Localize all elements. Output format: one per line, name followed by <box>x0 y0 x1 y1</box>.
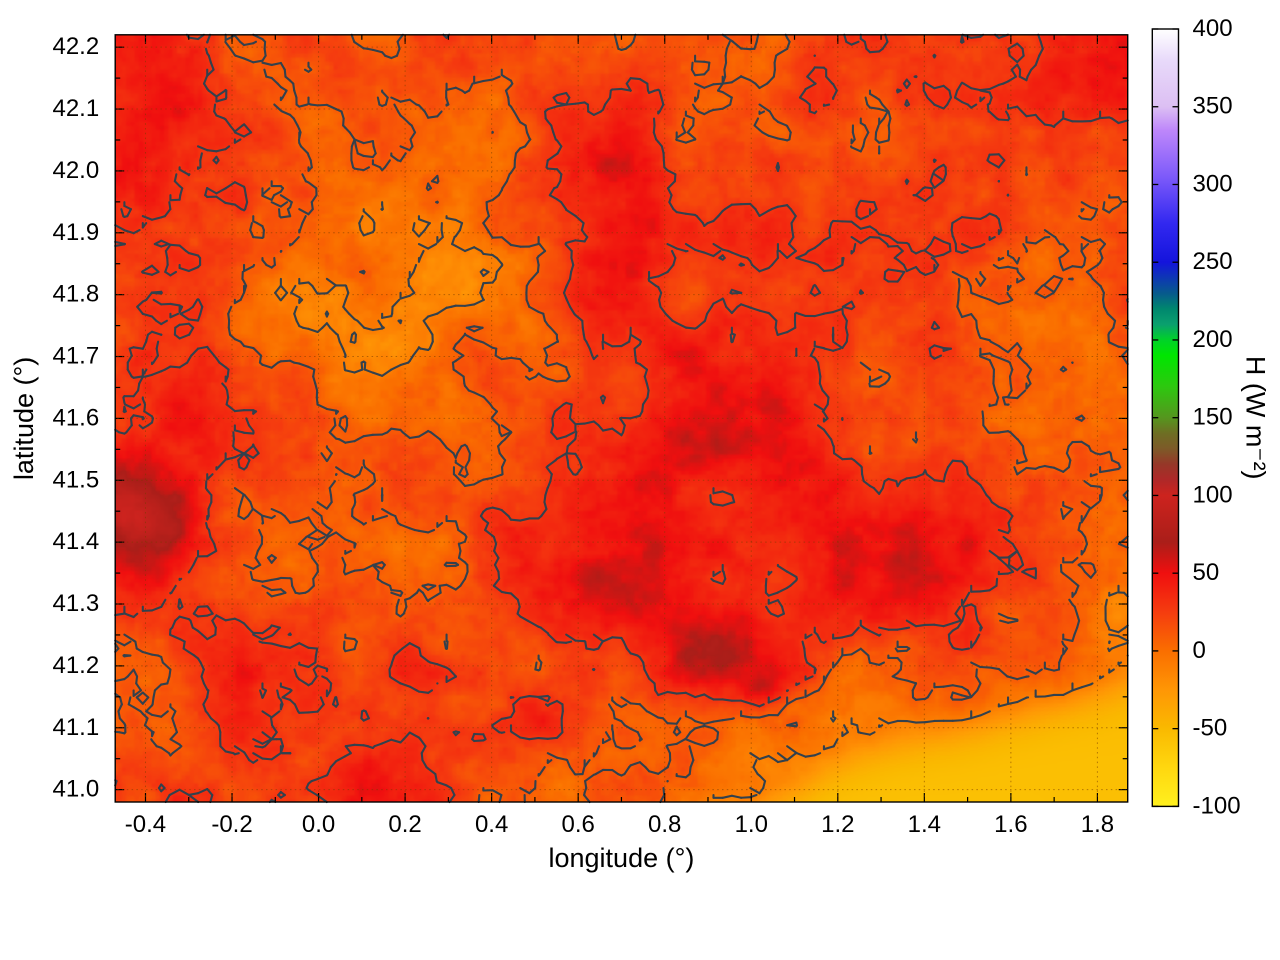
svg-text:41.3: 41.3 <box>52 590 99 617</box>
svg-text:1.0: 1.0 <box>735 811 768 838</box>
svg-text:41.8: 41.8 <box>52 281 99 308</box>
svg-text:41.0: 41.0 <box>52 776 99 803</box>
svg-text:41.1: 41.1 <box>52 714 99 741</box>
svg-text:41.2: 41.2 <box>52 652 99 679</box>
svg-text:41.6: 41.6 <box>52 404 99 431</box>
svg-text:H (W m⁻²): H (W m⁻²) <box>1241 356 1271 480</box>
svg-text:1.2: 1.2 <box>821 811 854 838</box>
svg-text:42.1: 42.1 <box>52 95 99 122</box>
svg-text:-0.4: -0.4 <box>125 811 166 838</box>
svg-text:0.6: 0.6 <box>561 811 594 838</box>
svg-text:-50: -50 <box>1193 715 1228 742</box>
svg-text:0.2: 0.2 <box>388 811 421 838</box>
svg-text:0: 0 <box>1193 637 1206 664</box>
svg-text:400: 400 <box>1193 15 1233 42</box>
svg-text:250: 250 <box>1193 248 1233 275</box>
svg-text:-100: -100 <box>1193 792 1241 819</box>
svg-text:1.4: 1.4 <box>908 811 941 838</box>
svg-text:50: 50 <box>1193 559 1220 586</box>
svg-text:100: 100 <box>1193 481 1233 508</box>
svg-text:0.4: 0.4 <box>475 811 508 838</box>
svg-text:0.8: 0.8 <box>648 811 681 838</box>
svg-text:42.2: 42.2 <box>52 33 99 60</box>
svg-text:1.6: 1.6 <box>994 811 1027 838</box>
svg-text:200: 200 <box>1193 326 1233 353</box>
svg-text:latitude (°): latitude (°) <box>9 357 39 480</box>
svg-text:-0.2: -0.2 <box>211 811 252 838</box>
svg-text:41.9: 41.9 <box>52 219 99 246</box>
svg-text:42.0: 42.0 <box>52 157 99 184</box>
svg-text:300: 300 <box>1193 170 1233 197</box>
svg-text:150: 150 <box>1193 404 1233 431</box>
svg-text:350: 350 <box>1193 93 1233 120</box>
svg-text:1.8: 1.8 <box>1081 811 1114 838</box>
svg-text:41.4: 41.4 <box>52 528 99 555</box>
svg-text:41.5: 41.5 <box>52 466 99 493</box>
svg-text:0.0: 0.0 <box>302 811 335 838</box>
svg-text:41.7: 41.7 <box>52 343 99 370</box>
svg-text:longitude (°): longitude (°) <box>549 843 695 873</box>
